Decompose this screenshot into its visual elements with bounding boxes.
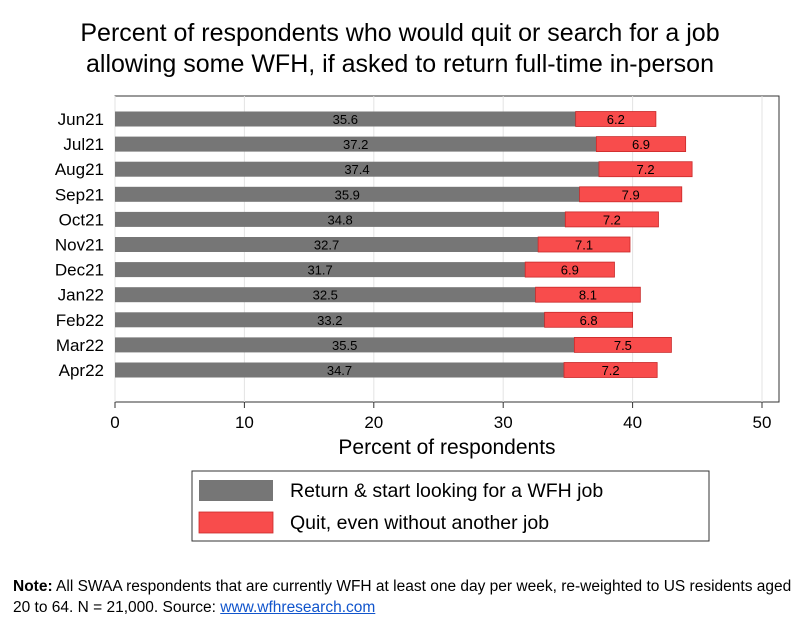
bar-return-segment xyxy=(115,337,575,353)
bar-value-label-return: 31.7 xyxy=(307,263,332,278)
bar-value-label-quit: 6.2 xyxy=(607,112,625,127)
bar-value-label-return: 37.2 xyxy=(343,137,368,152)
bar-return-segment xyxy=(115,312,545,328)
legend: Return & start looking for a WFH job Qui… xyxy=(191,470,710,542)
bar-quit-segment xyxy=(564,211,659,228)
y-tick-label: Jun21 xyxy=(58,110,104,129)
x-tick-label: 30 xyxy=(494,413,513,432)
bar-quit-segment xyxy=(563,362,658,378)
bar-quit-segment xyxy=(579,186,683,203)
y-tick-label: Aug21 xyxy=(55,160,104,179)
y-tick-label: Dec21 xyxy=(55,261,104,280)
bar-value-label-quit: 7.2 xyxy=(637,162,655,177)
bar-quit-segment xyxy=(573,336,672,353)
bar-return-segment xyxy=(115,262,526,278)
bar-value-label-quit: 6.8 xyxy=(580,313,598,328)
bar-quit-segment xyxy=(575,111,657,127)
bar-return-segment xyxy=(115,136,597,152)
bar-value-label-quit: 6.9 xyxy=(632,137,650,152)
footnote: Note: All SWAA respondents that are curr… xyxy=(13,576,798,618)
bar-quit-segment xyxy=(524,261,615,278)
y-tick-label: Jan22 xyxy=(58,286,104,305)
y-tick-label: Oct21 xyxy=(59,210,104,229)
y-tick-label: Nov21 xyxy=(55,236,104,255)
bar-value-label-return: 37.4 xyxy=(344,162,369,177)
bar-value-label-return: 35.6 xyxy=(333,112,358,127)
bar-value-label-quit: 7.9 xyxy=(622,187,640,202)
legend-swatch-quit xyxy=(198,511,274,534)
bar-return-segment xyxy=(115,237,539,252)
y-tick-label: Jul21 xyxy=(63,135,104,154)
legend-swatch-return xyxy=(199,480,273,501)
x-axis: 0 10 20 30 40 50 xyxy=(110,402,771,432)
footnote-label: Note: xyxy=(13,578,53,595)
bar-value-label-quit: 7.2 xyxy=(602,363,620,378)
x-tick-label: 40 xyxy=(623,413,642,432)
bar-return-segment xyxy=(115,111,576,127)
bar-quit-segment xyxy=(544,311,633,328)
bar-value-label-return: 33.2 xyxy=(317,313,342,328)
y-axis-labels: Jun21 Jul21 Aug21 Sep21 Oct21 Nov21 Dec21 Jan22… xyxy=(55,110,104,380)
y-tick-label: Feb22 xyxy=(56,311,104,330)
legend-frame xyxy=(191,470,710,542)
bar-value-label-return: 34.7 xyxy=(327,363,352,378)
bar-value-label-quit: 7.1 xyxy=(575,238,593,253)
bar-return-segment xyxy=(115,161,599,177)
bar-value-label-quit: 6.9 xyxy=(561,263,579,278)
bar-value-label-quit: 7.2 xyxy=(603,212,621,227)
chart-title: Percent of respondents who would quit or… xyxy=(0,18,800,80)
chart-title-line-1: Percent of respondents who would quit or… xyxy=(80,19,720,47)
legend-label-quit: Quit, even without another job xyxy=(290,512,549,534)
bar-return-segment xyxy=(115,362,565,378)
bar-value-label-return: 32.5 xyxy=(313,288,338,303)
bar-quit-segment xyxy=(598,161,693,178)
x-tick-label: 50 xyxy=(753,413,772,432)
x-tick-label: 0 xyxy=(110,413,119,432)
footnote-text: All SWAA respondents that are currently … xyxy=(13,578,792,616)
bar-value-label-return: 34.8 xyxy=(327,212,352,227)
bar-return-segment xyxy=(115,287,536,303)
bar-value-label-return: 32.7 xyxy=(314,238,339,253)
bar-return-segment xyxy=(115,211,566,227)
x-tick-label: 20 xyxy=(364,413,383,432)
x-tick-label: 10 xyxy=(235,413,254,432)
bar-quit-segment xyxy=(535,286,641,303)
bar-value-label-return: 35.5 xyxy=(332,338,357,353)
legend-label-return: Return & start looking for a WFH job xyxy=(290,480,603,502)
source-link[interactable]: www.wfhresearch.com xyxy=(220,599,376,616)
bars: 35.6 6.2 37.2 6.9 37.4 7.2 35.9 7.9 34.8 7.2 32.7 7… xyxy=(115,111,693,378)
chart-title-line-2: allowing some WFH, if asked to return fu… xyxy=(85,50,714,78)
bar-value-label-quit: 7.5 xyxy=(614,338,632,353)
y-tick-label: Apr22 xyxy=(59,361,104,380)
bar-value-label-return: 35.9 xyxy=(335,187,360,202)
y-tick-label: Sep21 xyxy=(55,185,104,204)
stacked-bar-chart: 35.6 6.2 37.2 6.9 37.4 7.2 35.9 7.9 34.8 7.2 32.7 7… xyxy=(55,95,780,542)
x-axis-title: Percent of respondents xyxy=(338,436,555,459)
bar-quit-segment xyxy=(537,236,631,253)
bar-return-segment xyxy=(115,186,580,202)
y-tick-label: Mar22 xyxy=(56,336,104,355)
bar-quit-segment xyxy=(595,136,687,153)
bar-value-label-quit: 8.1 xyxy=(579,288,597,303)
